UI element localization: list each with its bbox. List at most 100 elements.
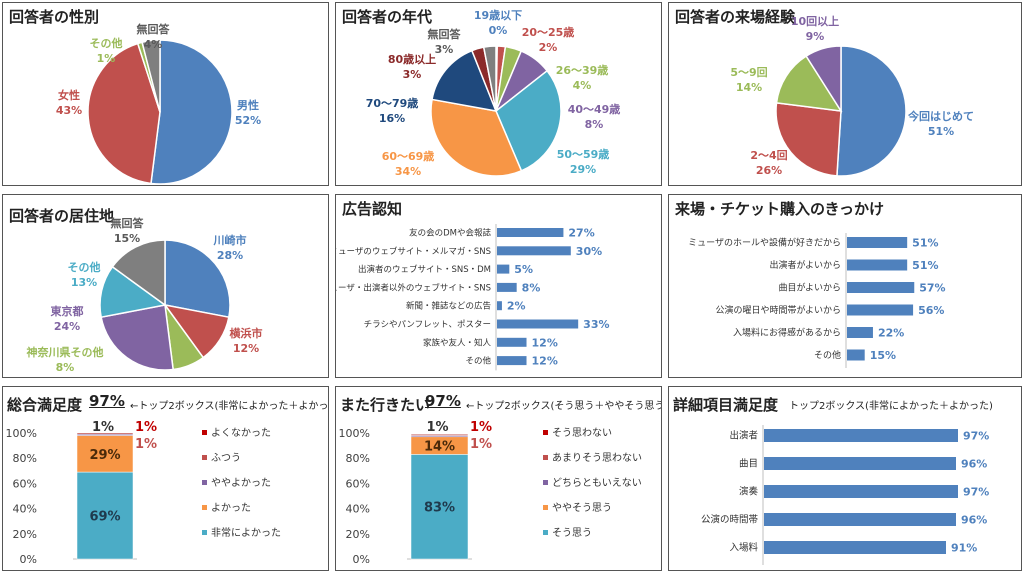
category-label: ミューザのホールや設備が好きだから xyxy=(688,237,841,249)
y-tick-label: 40% xyxy=(346,503,370,516)
bar-segment xyxy=(410,454,469,560)
slice-label: 神奈川県その他 xyxy=(27,345,104,359)
pie-slice xyxy=(836,45,907,177)
slice-value: 43% xyxy=(56,104,82,117)
bar xyxy=(764,429,958,442)
bar-value-label: 51% xyxy=(912,259,938,272)
slice-value: 14% xyxy=(736,81,762,94)
slice-value: 0% xyxy=(489,24,508,37)
panel-ads: 広告認知 友の会のDMや会報誌 27% ミューザのウェブサイト・メルマガ・SNS 30… xyxy=(335,194,662,378)
top2-note: ←トップ2ボックス(非常によかった＋よかった) xyxy=(130,401,329,412)
category-label: 曲目がよいから xyxy=(778,282,841,294)
y-tick-label: 60% xyxy=(13,477,37,490)
bar-value-label: 96% xyxy=(961,514,987,527)
slice-label: 東京都 xyxy=(51,304,84,318)
slice-label: その他 xyxy=(90,36,123,50)
top2-note: トップ2ボックス(非常によかった＋よかった) xyxy=(789,401,993,412)
slice-value: 24% xyxy=(54,320,80,333)
slice-label: 20～25歳 xyxy=(522,25,575,39)
panel-revisit: また行きたい 97% ←トップ2ボックス(そう思う＋ややそう思う) 0% 20% 4… xyxy=(335,386,662,571)
segment-label: 29% xyxy=(89,448,120,463)
slice-value: 13% xyxy=(71,276,97,289)
legend-swatch xyxy=(543,530,548,535)
top2-value: 97% xyxy=(425,392,461,410)
legend-label: そう思う xyxy=(552,527,592,539)
panel-residence: 回答者の居住地 川崎市 28% 横浜市 12% 神奈川県その他 8% 東京都 24% その他 13… xyxy=(2,194,329,378)
pie-slice xyxy=(495,69,562,172)
chart-title: 総合満足度 xyxy=(7,396,83,414)
bar-value-label: 30% xyxy=(576,245,602,258)
category-label: 出演者 xyxy=(729,430,758,442)
chart-title: 広告認知 xyxy=(342,200,403,218)
pie-slice xyxy=(100,304,174,371)
bar-segment xyxy=(410,434,469,436)
bar-value-label: 12% xyxy=(532,355,558,368)
category-label: 出演者がよいから xyxy=(769,259,841,271)
bar-value-label: 97% xyxy=(963,430,989,443)
category-label: その他 xyxy=(465,356,491,367)
bar-value-label: 97% xyxy=(963,486,989,499)
slice-value: 1% xyxy=(97,52,116,65)
y-tick-label: 0% xyxy=(20,553,37,566)
bar-value-label: 96% xyxy=(961,458,987,471)
slice-label: 2～4回 xyxy=(750,148,787,162)
slice-label: 無回答 xyxy=(111,216,145,230)
slice-value: 28% xyxy=(217,249,243,262)
chart-title: また行きたい xyxy=(340,396,431,414)
bar-value-label: 51% xyxy=(912,237,938,250)
bar-value-label: 56% xyxy=(918,304,944,317)
bar-value-label: 15% xyxy=(870,349,896,362)
chart-title: 回答者の居住地 xyxy=(9,207,115,225)
bar-segment xyxy=(76,435,134,473)
slice-label: 10回以上 xyxy=(791,14,839,28)
category-label: 新聞・雑誌などの広告 xyxy=(406,301,491,312)
legend-swatch xyxy=(543,480,548,485)
slice-label: 60～69歳 xyxy=(382,149,435,163)
category-label: 曲目 xyxy=(739,459,758,470)
bar-value-label: 91% xyxy=(951,542,977,555)
slice-value: 8% xyxy=(585,118,604,131)
category-label: その他 xyxy=(814,349,841,361)
bar xyxy=(847,237,908,248)
legend-label: どちらともいえない xyxy=(552,477,642,489)
slice-label: 40～49歳 xyxy=(568,102,621,116)
legend-swatch xyxy=(543,505,548,510)
segment-label: 1% xyxy=(92,420,114,435)
bar xyxy=(497,301,502,311)
bar xyxy=(497,356,527,366)
y-tick-label: 20% xyxy=(13,528,37,541)
bar xyxy=(497,282,517,292)
legend-swatch xyxy=(543,455,548,460)
legend-label: ややそう思う xyxy=(552,502,612,514)
pie-chart-visits: 今回はじめて 51% 2～4回 26% 5～9回 14% 10回以上 9% xyxy=(730,14,974,177)
slice-label: 50～59歳 xyxy=(557,147,610,161)
y-tick-label: 0% xyxy=(353,553,370,566)
y-tick-label: 20% xyxy=(346,528,370,541)
panel-gender: 回答者の性別 男性 52% 女性 43% その他 1% 無回答 4% xyxy=(2,2,329,186)
category-label: ミューザのウェブサイト・メルマガ・SNS xyxy=(335,246,491,257)
segment-label: 69% xyxy=(89,510,120,525)
y-tick-label: 100% xyxy=(6,427,37,440)
pie-chart-age: 19歳以下 0% 20～25歳 2% 26～39歳 4% 40～49歳 8% 50～59歳 29%… xyxy=(366,8,621,178)
category-label: チラシやパンフレット、ポスター xyxy=(364,320,491,330)
legend-label: よくなかった xyxy=(211,427,271,439)
chart-title: 詳細項目満足度 xyxy=(673,396,779,414)
slice-value: 52% xyxy=(235,114,261,127)
bar xyxy=(764,541,946,554)
slice-label: 70～79歳 xyxy=(366,96,419,110)
segment-label: 14% xyxy=(424,440,455,455)
slice-value: 3% xyxy=(435,43,454,56)
bar-value-label: 2% xyxy=(507,300,526,313)
slice-label: 26～39歳 xyxy=(556,63,609,77)
pie-slice xyxy=(775,55,843,112)
pie-slice xyxy=(430,98,523,177)
y-tick-label: 100% xyxy=(339,427,370,440)
stacked-bar-overall: 0% 20% 40% 60% 80% 100% 69% 29% 1% 1% 1% よくなかったふつうや… xyxy=(6,420,281,566)
category-label: 家族や友人・知人 xyxy=(423,337,492,348)
bar xyxy=(497,337,527,347)
slice-value: 3% xyxy=(403,68,422,81)
slice-label: 無回答 xyxy=(428,27,462,41)
panel-trigger: 来場・チケット購入のきっかけ ミューザのホールや設備が好きだから 51% 出演者がよ… xyxy=(668,194,1022,378)
stacked-bar-revisit: 0% 20% 40% 60% 80% 100% 83% 14% 1% 1% 1% そう思わないあまりそ… xyxy=(339,420,642,566)
segment-label: 1% xyxy=(426,420,448,435)
